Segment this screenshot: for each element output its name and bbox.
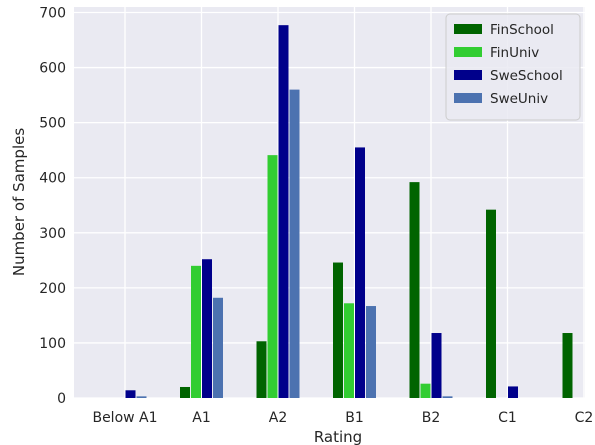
bars bbox=[125, 25, 573, 398]
legend-swatch bbox=[454, 47, 482, 57]
bar bbox=[213, 297, 223, 398]
y-tick-label: 300 bbox=[39, 226, 66, 242]
y-tick-label: 600 bbox=[39, 61, 66, 77]
bar bbox=[409, 182, 420, 398]
legend-swatch bbox=[454, 93, 482, 103]
legend: FinSchool FinUniv SweSchool SweUniv bbox=[445, 13, 581, 121]
legend-label: SweSchool bbox=[490, 68, 563, 84]
bar bbox=[442, 396, 453, 398]
bar bbox=[420, 383, 431, 398]
bar bbox=[562, 333, 573, 398]
bar bbox=[431, 333, 442, 398]
bar bbox=[366, 306, 376, 398]
bar bbox=[136, 396, 147, 398]
bar bbox=[486, 209, 496, 398]
bar bbox=[508, 386, 518, 398]
bar bbox=[355, 147, 365, 398]
x-tick-label: C1 bbox=[498, 410, 517, 426]
bar bbox=[267, 155, 278, 398]
x-tick-label: A2 bbox=[269, 410, 287, 426]
x-tick-label: B1 bbox=[345, 410, 364, 426]
legend-label: FinUniv bbox=[490, 45, 539, 61]
bar bbox=[256, 341, 267, 398]
legend-label: FinSchool bbox=[490, 22, 554, 38]
grid-lines bbox=[74, 7, 585, 399]
legend-swatch bbox=[454, 70, 482, 80]
bar bbox=[125, 390, 136, 398]
y-tick-label: 200 bbox=[39, 281, 66, 297]
bar bbox=[278, 25, 289, 398]
x-tick-label: A1 bbox=[192, 410, 210, 426]
y-tick-label: 500 bbox=[39, 116, 66, 132]
x-tick-label: B2 bbox=[422, 410, 441, 426]
y-axis-title: Number of Samples bbox=[10, 128, 28, 276]
y-tick-label: 700 bbox=[39, 6, 66, 22]
x-axis-title: Rating bbox=[314, 428, 362, 445]
bar bbox=[202, 259, 212, 398]
bar bbox=[289, 89, 300, 398]
bar bbox=[344, 303, 354, 398]
y-tick-labels: 0 100 200 300 400 500 600 700 bbox=[39, 6, 66, 407]
legend-swatch bbox=[454, 24, 482, 34]
bar bbox=[333, 262, 343, 398]
x-tick-label: C2 bbox=[575, 410, 594, 426]
y-tick-label: 0 bbox=[57, 391, 66, 407]
bar bbox=[180, 386, 190, 398]
legend-label: SweUniv bbox=[490, 91, 548, 107]
x-tick-labels: Below A1 A1 A2 B1 B2 C1 C2 bbox=[92, 410, 593, 426]
x-tick-label: Below A1 bbox=[92, 410, 157, 426]
bar bbox=[191, 265, 201, 398]
y-tick-label: 100 bbox=[39, 336, 66, 352]
y-tick-label: 400 bbox=[39, 171, 66, 187]
